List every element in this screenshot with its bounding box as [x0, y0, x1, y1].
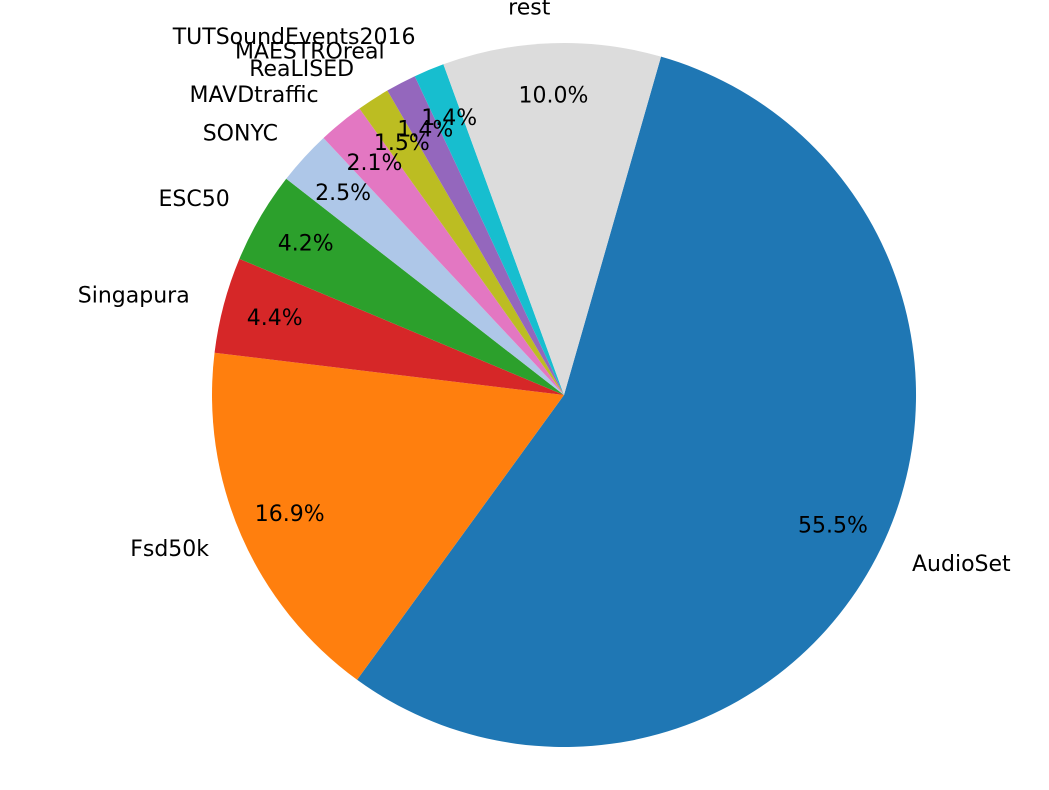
pie-slice-rest — [443, 43, 662, 395]
pie-slice-realised — [359, 90, 564, 396]
category-label: SONYC — [203, 121, 278, 146]
percent-label: 4.4% — [247, 306, 303, 331]
labels-layer: AudioSet 55.5% Fsd50k 16.9% Singapura 4.4% ESC… — [78, 0, 1011, 577]
slices-layer — [212, 43, 917, 748]
percent-label: 2.5% — [315, 181, 371, 206]
category-label: MAVDtraffic — [190, 83, 319, 108]
pie-slice-singapura — [214, 258, 565, 395]
category-label: ReaLISED — [249, 57, 354, 82]
category-label: TUTSoundEvents2016 — [172, 25, 416, 50]
category-label: Fsd50k — [130, 537, 209, 562]
percent-label: 1.5% — [374, 131, 430, 156]
percent-label: 10.0% — [519, 83, 589, 108]
pie-slice-audioset — [357, 56, 917, 748]
category-label: MAESTROreal — [235, 39, 385, 64]
pie-slice-fsd50k — [212, 352, 564, 680]
pie-slice-mavdtraffic — [323, 108, 564, 395]
percent-label: 1.4% — [421, 106, 477, 131]
percent-label: 4.2% — [278, 231, 334, 256]
pie-slice-sonyc — [286, 137, 564, 396]
category-label: rest — [508, 0, 551, 21]
pie-slice-maestroreal — [387, 76, 564, 395]
pie-slice-tutsoundevents2016 — [414, 64, 564, 396]
category-label: AudioSet — [912, 552, 1011, 577]
percent-label: 55.5% — [798, 514, 868, 539]
pie-slice-esc50 — [239, 178, 564, 395]
category-label: ESC50 — [159, 187, 230, 212]
percent-label: 1.4% — [397, 117, 453, 142]
percent-label: 16.9% — [255, 502, 325, 527]
percent-label: 2.1% — [346, 151, 402, 176]
category-label: Singapura — [78, 283, 190, 308]
